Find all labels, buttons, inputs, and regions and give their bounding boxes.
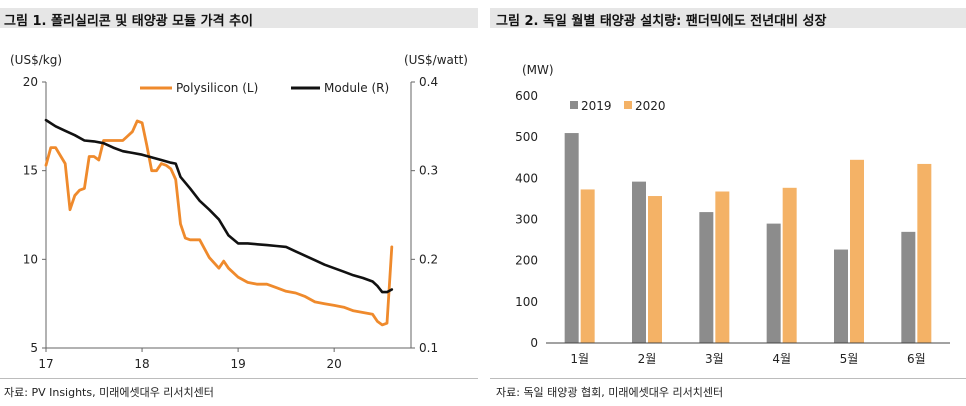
figure-title-bar — [490, 8, 966, 28]
x-tick-label: 17 — [38, 357, 53, 371]
footer-divider — [490, 378, 966, 379]
legend-label-polysilicon: Polysilicon (L) — [176, 81, 258, 95]
series-line-module — [44, 118, 394, 294]
y-right-unit: (US$/watt) — [404, 53, 468, 67]
x-tick-label: 2월 — [638, 352, 657, 366]
legend-swatch-2019 — [570, 101, 578, 109]
bar-2019 — [632, 181, 646, 343]
figure-source: 자료: 독일 태양광 협회, 미래에셋대우 리서치센터 — [496, 386, 724, 399]
y-left-unit: (US$/kg) — [10, 53, 62, 67]
x-tick-label: 19 — [230, 357, 245, 371]
figure-right: 그림 2. 독일 월별 태양광 설치량: 팬더믹에도 전년대비 성장 (MW) … — [490, 0, 966, 406]
legend-label-module: Module (R) — [324, 81, 389, 95]
x-tick-label: 1월 — [570, 352, 589, 366]
bar-2020 — [715, 191, 730, 343]
bar-2020 — [648, 196, 662, 343]
y-tick-label: 200 — [515, 254, 538, 268]
y-tick-label: 300 — [515, 213, 538, 227]
y-right-tick-label: 0.2 — [419, 252, 438, 266]
y-tick-label: 0 — [530, 336, 538, 350]
x-tick-label: 3월 — [705, 352, 724, 366]
y-right-tick-label: 0.3 — [419, 164, 438, 178]
bar-2019 — [834, 249, 848, 343]
x-tick-label: 6월 — [907, 352, 926, 366]
axis-ticks: 5 10 15 20 0.1 0.2 0.3 0.4 17 18 19 20 — [23, 75, 438, 371]
bar-2019 — [766, 223, 781, 343]
bar-series: 1월 2월 3월 4월 5월 6월 — [564, 133, 932, 366]
bar-2020 — [580, 189, 595, 343]
y-right-tick-label: 0.1 — [419, 341, 438, 355]
x-tick-label: 5월 — [840, 352, 859, 366]
y-right-tick-label: 0.4 — [419, 75, 438, 89]
x-tick-label: 18 — [134, 357, 149, 371]
figure-left: 그림 1. 폴리실리콘 및 태양광 모듈 가격 추이 (US$/kg) (US$… — [0, 0, 478, 406]
figure-title: 그림 2. 독일 월별 태양광 설치량: 팬더믹에도 전년대비 성장 — [496, 14, 827, 29]
y-tick-label: 100 — [515, 295, 538, 309]
plot-lines — [44, 118, 394, 327]
bar-2020 — [917, 163, 932, 343]
legend-label-2020: 2020 — [635, 99, 666, 113]
bar-2019 — [699, 212, 714, 343]
bar-2019 — [901, 231, 916, 343]
chart-legend: Polysilicon (L) Module (R) — [140, 81, 389, 95]
chart-legend: 2019 2020 — [570, 99, 666, 113]
bar-2019 — [564, 133, 579, 343]
bar-2020 — [782, 187, 797, 343]
bar-2020 — [850, 159, 864, 343]
x-tick-label: 20 — [327, 357, 342, 371]
bar-chart: (MW) 2019 2020 0 100 200 300 400 500 600 1월 2월 3… — [515, 63, 950, 366]
axis-ticks: 0 100 200 300 400 500 600 — [515, 89, 538, 350]
y-left-tick-label: 10 — [23, 252, 38, 266]
line-chart: (US$/kg) (US$/watt) Polysilicon (L) Modu… — [10, 53, 468, 371]
y-left-tick-label: 5 — [30, 341, 38, 355]
figure-title: 그림 1. 폴리실리콘 및 태양광 모듈 가격 추이 — [4, 14, 253, 29]
footer-divider — [0, 378, 478, 379]
legend-swatch-2020 — [624, 101, 632, 109]
figure-source: 자료: PV Insights, 미래에셋대우 리서치센터 — [4, 386, 214, 399]
y-axis-unit: (MW) — [522, 63, 554, 77]
y-tick-label: 400 — [515, 171, 538, 185]
figure-title-bar — [0, 8, 478, 28]
x-tick-label: 4월 — [772, 352, 791, 366]
y-tick-label: 600 — [515, 89, 538, 103]
legend-label-2019: 2019 — [581, 99, 612, 113]
y-tick-label: 500 — [515, 130, 538, 144]
series-line-polysilicon — [44, 119, 394, 327]
y-left-tick-label: 15 — [23, 164, 38, 178]
y-left-tick-label: 20 — [23, 75, 38, 89]
